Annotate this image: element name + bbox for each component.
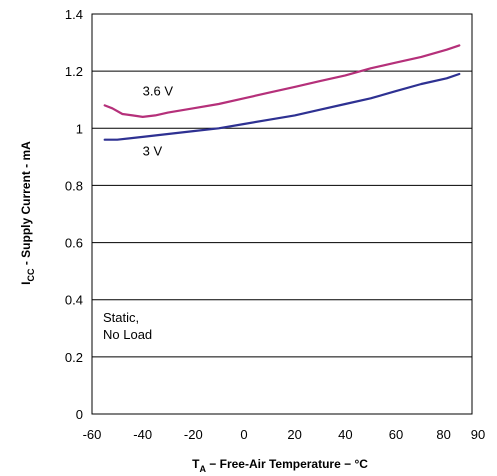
y-tick-label: 1.2 — [65, 64, 83, 79]
annotation-no-load: No Load — [103, 327, 152, 342]
y-tick-label: 0.4 — [65, 293, 83, 308]
x-tick-label: 0 — [240, 427, 247, 442]
y-tick-label: 0.8 — [65, 178, 83, 193]
tick-labels: 0 0.2 0.4 0.6 0.8 1 1.2 1.4 -60 -40 -20 0 20 40 60 80 90 — [65, 7, 485, 442]
x-tick-label: 60 — [389, 427, 403, 442]
y-tick-label: 1 — [76, 121, 83, 136]
x-axis-title: TA − Free-Air Temperature − °C — [192, 457, 368, 474]
annotation-static: Static, — [103, 310, 139, 325]
y-tick-label: 1.4 — [65, 7, 83, 22]
x-tick-label: 40 — [338, 427, 352, 442]
x-tick-label: 90 — [471, 427, 485, 442]
y-axis-title-main: I — [19, 282, 33, 285]
plot-frame — [91, 13, 473, 415]
series-line-3v — [103, 72, 461, 141]
y-tick-label: 0 — [76, 407, 83, 422]
x-tick-label: -40 — [133, 427, 152, 442]
series-line-3-6v — [103, 44, 461, 119]
series-label-3v: 3 V — [143, 143, 163, 158]
x-tick-label: 80 — [436, 427, 450, 442]
series-label-3-6v: 3.6 V — [143, 83, 174, 98]
series-lines — [103, 44, 461, 141]
y-tick-label: 0.2 — [65, 350, 83, 365]
y-axis-title: ICC - Supply Current - mA — [19, 141, 36, 285]
grid-lines — [92, 70, 472, 358]
x-axis-title-rest: − Free-Air Temperature − °C — [206, 457, 368, 471]
x-axis-title-main: T — [192, 457, 200, 471]
x-tick-label: -60 — [83, 427, 102, 442]
y-axis-title-rest: - Supply Current - mA — [19, 141, 33, 269]
y-axis-title-subscript: CC — [26, 268, 36, 281]
x-tick-label: -20 — [184, 427, 203, 442]
x-axis-title-subscript: A — [199, 464, 206, 474]
series-labels: 3.6 V 3 V — [143, 83, 174, 158]
y-tick-label: 0.6 — [65, 236, 83, 251]
x-tick-label: 20 — [287, 427, 301, 442]
